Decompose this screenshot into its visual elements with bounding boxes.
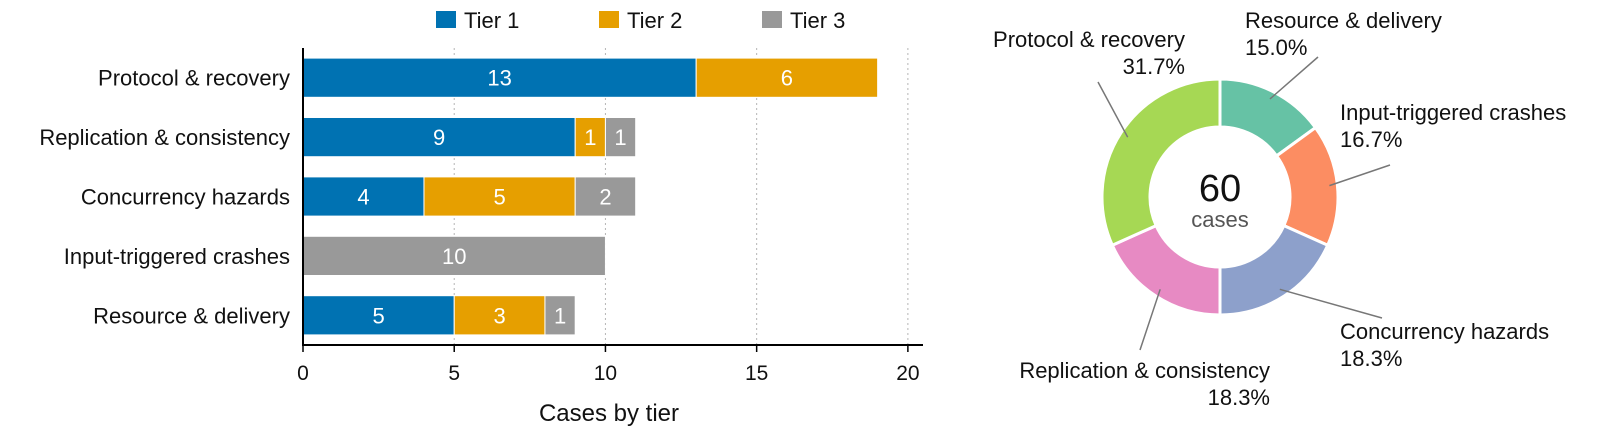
bar-label-protocol-and-recovery-tier-1: 13 (487, 66, 511, 91)
x-tick-label-10: 10 (594, 362, 617, 385)
slice-label-input-triggered-crashes: Input-triggered crashes (1340, 100, 1566, 125)
slice-pct-protocol-and-recovery: 31.7% (1123, 54, 1185, 79)
category-label-protocol-and-recovery: Protocol & recovery (98, 66, 290, 91)
slice-pct-replication-and-consistency: 18.3% (1208, 385, 1270, 410)
x-tick-label-0: 0 (297, 362, 309, 385)
bar-label-replication-and-consistency-tier-3: 1 (614, 125, 626, 150)
slice-label-concurrency-hazards: Concurrency hazards (1340, 319, 1549, 344)
leader-line-input-triggered-crashes (1329, 164, 1391, 187)
x-tick-label-15: 15 (745, 362, 768, 385)
legend-swatch-tier-2 (599, 11, 619, 28)
bar-label-concurrency-hazards-tier-3: 2 (599, 185, 611, 210)
category-label-replication-and-consistency: Replication & consistency (39, 125, 290, 150)
legend-swatch-tier-3 (762, 11, 782, 28)
bar-concurrency-hazards-tier-3 (574, 176, 637, 217)
legend-label-tier-1: Tier 1 (464, 8, 519, 33)
category-label-resource-and-delivery: Resource & delivery (93, 303, 290, 328)
bar-resource-and-delivery-tier-1 (302, 295, 455, 336)
bar-protocol-and-recovery-tier-1 (302, 57, 697, 98)
x-tick-label-20: 20 (896, 362, 919, 385)
leader-line-resource-and-delivery (1269, 56, 1319, 100)
slice-label-replication-and-consistency: Replication & consistency (1019, 358, 1270, 383)
leader-line-concurrency-hazards (1279, 288, 1383, 319)
bar-label-replication-and-consistency-tier-1: 9 (433, 125, 445, 150)
category-label-concurrency-hazards: Concurrency hazards (81, 185, 290, 210)
bar-label-input-triggered-crashes-tier-3: 10 (442, 244, 466, 269)
legend-label-tier-2: Tier 2 (627, 8, 682, 33)
bar-replication-and-consistency-tier-1 (302, 116, 576, 158)
bar-label-resource-and-delivery-tier-1: 5 (372, 303, 384, 328)
bar-label-protocol-and-recovery-tier-2: 6 (781, 66, 793, 91)
bar-label-resource-and-delivery-tier-3: 1 (554, 303, 566, 328)
bar-resource-and-delivery-tier-3 (544, 295, 576, 336)
bar-replication-and-consistency-tier-3 (604, 116, 637, 158)
slice-concurrency-hazards (1218, 223, 1330, 317)
slice-label-resource-and-delivery: Resource & delivery (1245, 8, 1442, 33)
slice-label-protocol-and-recovery: Protocol & recovery (993, 27, 1185, 52)
leader-line-replication-and-consistency (1139, 289, 1161, 351)
leader-line-protocol-and-recovery (1097, 81, 1129, 138)
slice-pct-concurrency-hazards: 18.3% (1340, 346, 1402, 371)
bar-label-concurrency-hazards-tier-2: 5 (493, 185, 505, 210)
bar-concurrency-hazards-tier-2 (423, 176, 576, 217)
bar-label-replication-and-consistency-tier-2: 1 (584, 125, 596, 150)
slice-pct-resource-and-delivery: 15.0% (1245, 35, 1307, 60)
donut-center-label: cases (1191, 207, 1248, 232)
slice-protocol-and-recovery (1100, 77, 1222, 248)
slice-pct-input-triggered-crashes: 16.7% (1340, 127, 1402, 152)
x-axis-title: Cases by tier (539, 400, 679, 427)
bar-label-resource-and-delivery-tier-2: 3 (493, 303, 505, 328)
category-label-input-triggered-crashes: Input-triggered crashes (64, 244, 290, 269)
bar-protocol-and-recovery-tier-2 (695, 57, 879, 98)
bar-label-concurrency-hazards-tier-1: 4 (357, 185, 369, 210)
donut-center-value: 60 (1199, 168, 1241, 210)
x-tick-label-5: 5 (448, 362, 460, 385)
legend-swatch-tier-1 (436, 11, 456, 28)
legend-label-tier-3: Tier 3 (790, 8, 845, 33)
